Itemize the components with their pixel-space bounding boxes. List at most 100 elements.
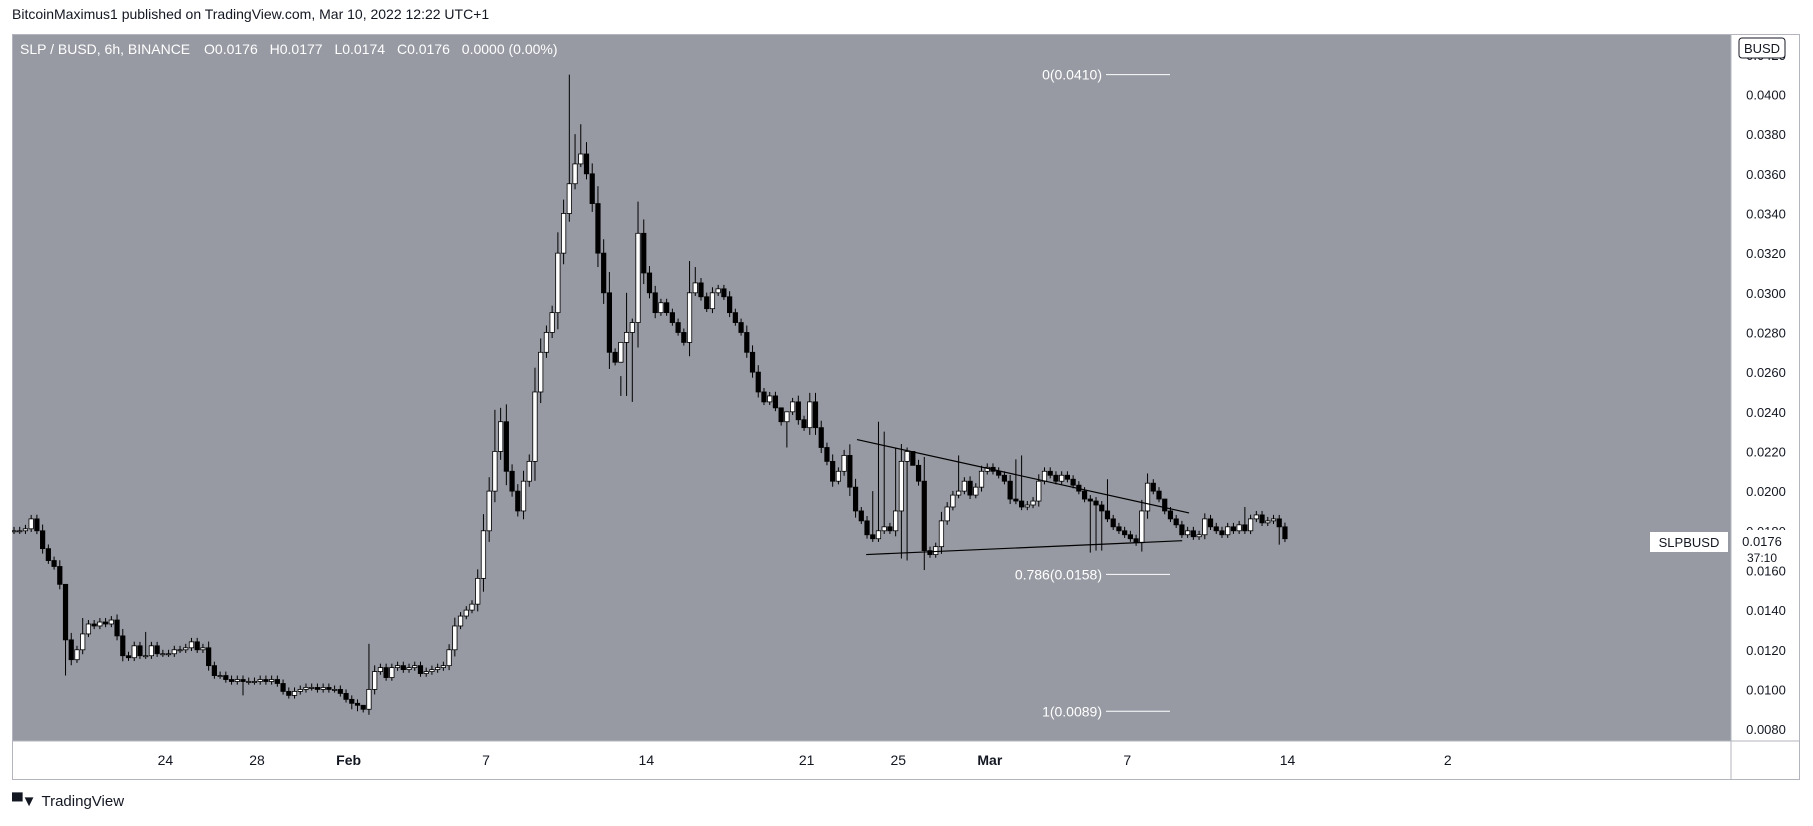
candle [372, 665, 378, 695]
candle [973, 483, 979, 499]
candle [1116, 522, 1122, 534]
candle [944, 502, 950, 525]
candle [1053, 471, 1059, 485]
plot-background[interactable] [13, 35, 1731, 741]
footer-brand[interactable]: ▀▼ TradingView [12, 793, 124, 810]
candle [165, 649, 172, 657]
candle [1150, 479, 1156, 495]
candle [143, 631, 149, 659]
candle [1110, 514, 1116, 530]
candle [589, 163, 595, 212]
candle [51, 556, 57, 570]
candle [767, 391, 773, 406]
candle [852, 478, 859, 518]
candle [715, 284, 721, 296]
candle [1207, 514, 1214, 530]
high-value: H0.0177 [270, 41, 323, 57]
price-tick-label: 0.0360 [1746, 167, 1786, 182]
candle [1179, 520, 1185, 538]
close-value: C0.0176 [397, 41, 450, 57]
bar-countdown: 37:10 [1747, 551, 1777, 565]
candle [17, 526, 23, 534]
candle [125, 651, 132, 661]
candle [1144, 473, 1151, 519]
candle [354, 699, 361, 712]
price-axis[interactable]: 0.00800.01000.01200.01400.01600.01800.02… [1746, 48, 1786, 737]
price-tick-label: 0.0400 [1746, 87, 1786, 102]
candle [217, 671, 223, 679]
candle [297, 685, 303, 695]
candle [847, 444, 853, 497]
candle [68, 632, 74, 666]
symbol-info: SLP / BUSD, 6h, BINANCE O0.0176 H0.0177 … [20, 41, 558, 57]
fib-level-label: 0(0.0410) [1042, 67, 1102, 83]
triangle-upper-trendline[interactable] [856, 438, 1190, 514]
candle [171, 645, 177, 657]
candle [583, 142, 590, 180]
candle [870, 491, 876, 542]
open-value: O0.0176 [204, 41, 258, 57]
triangle-lower-trendline[interactable] [866, 540, 1183, 556]
candle [177, 645, 183, 653]
time-tick-label: 28 [249, 752, 265, 768]
candle [532, 367, 538, 481]
candle [572, 134, 578, 190]
candle [240, 675, 246, 696]
candle [22, 524, 29, 534]
candle [412, 661, 418, 671]
candle [440, 661, 446, 671]
candle [274, 675, 280, 687]
price-tick-label: 0.0300 [1746, 286, 1786, 301]
candle [864, 516, 870, 539]
candle [835, 467, 842, 485]
time-tick-label: 7 [482, 752, 490, 768]
candle [257, 675, 263, 685]
candle [709, 287, 716, 314]
symbol-tag: SLPBUSD [1659, 535, 1720, 550]
candle [526, 454, 532, 487]
candle [618, 341, 624, 396]
candle [131, 641, 137, 662]
candle [664, 298, 670, 316]
candle [463, 606, 469, 620]
candle [309, 683, 315, 691]
candlestick-chart[interactable]: 0(0.0410) 0.786(0.0158) 1(0.0089) 0.0080 0.… [12, 34, 1800, 780]
candle [331, 685, 338, 693]
candle [377, 663, 384, 675]
candle [1019, 455, 1025, 511]
candle [1276, 514, 1282, 545]
candle [486, 477, 492, 542]
price-tick-label: 0.0120 [1746, 643, 1786, 658]
candle [961, 477, 967, 495]
price-tick-label: 0.0380 [1746, 127, 1786, 142]
currency-badge[interactable]: BUSD [1738, 37, 1786, 59]
candle [1104, 479, 1111, 523]
candle [183, 643, 189, 653]
candle [761, 388, 767, 406]
candle [738, 318, 744, 336]
candle [515, 484, 521, 517]
candle [1013, 459, 1019, 505]
candle [1253, 510, 1259, 523]
candle [812, 392, 819, 435]
price-tick-label: 0.0340 [1746, 206, 1786, 221]
candle [1242, 506, 1248, 534]
candle [366, 643, 372, 715]
time-axis[interactable]: 24 28 Feb 7 14 21 25 Mar 7 14 2 [158, 752, 1452, 768]
candle [1225, 522, 1231, 538]
candle [417, 661, 424, 677]
candle [383, 663, 389, 681]
candle [1007, 474, 1013, 505]
candle [1173, 514, 1179, 529]
candle [1282, 522, 1288, 543]
candle [423, 667, 429, 677]
candle [1070, 475, 1076, 489]
candle [1213, 522, 1219, 534]
candle [921, 456, 927, 571]
candle [446, 644, 452, 671]
candle [755, 365, 761, 398]
candle [45, 544, 51, 564]
time-tick-label: Mar [977, 752, 1002, 768]
candle [904, 447, 910, 561]
candle [915, 459, 922, 486]
